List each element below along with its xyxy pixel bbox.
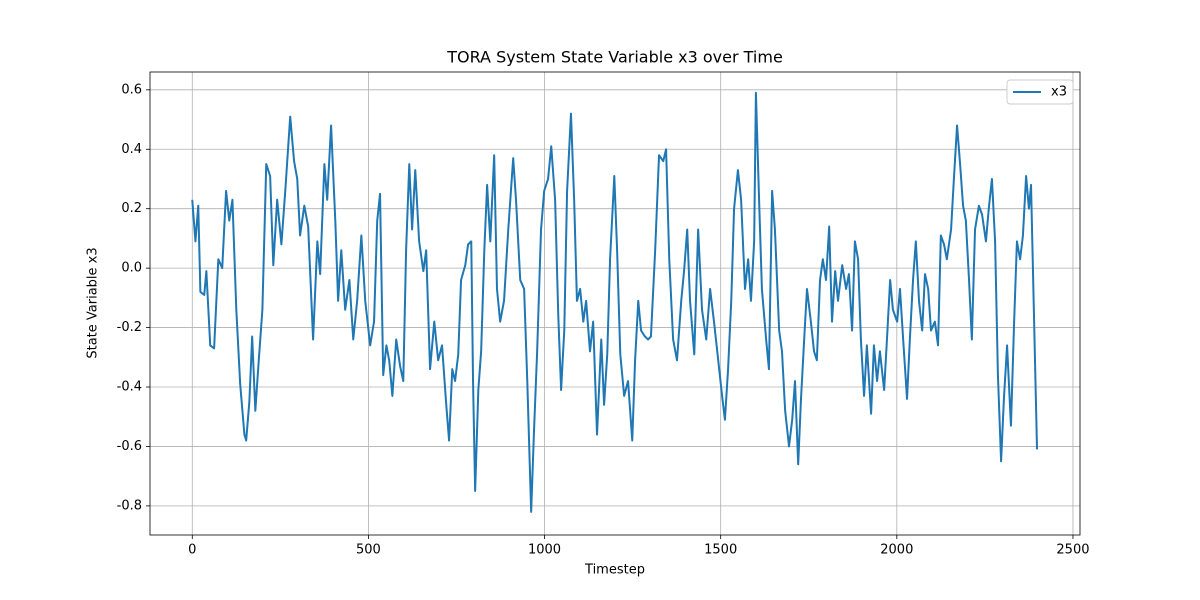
legend-label: x3 xyxy=(1051,85,1067,100)
y-tick-label: -0.6 xyxy=(117,439,142,454)
plot-frame xyxy=(149,71,1081,536)
x-tick-label: 2500 xyxy=(1056,543,1089,558)
y-axis-label: State Variable x3 xyxy=(86,247,101,358)
x-tick-label: 500 xyxy=(356,543,381,558)
y-tick-label: 0.6 xyxy=(121,82,142,97)
y-tick-label: 0.0 xyxy=(121,261,142,276)
y-tick-label: 0.2 xyxy=(121,201,142,216)
y-tick-label: 0.4 xyxy=(121,142,142,157)
x-tick-label: 1000 xyxy=(528,543,561,558)
chart-title: TORA System State Variable x3 over Time xyxy=(446,48,783,67)
x-tick-label: 2000 xyxy=(880,543,913,558)
y-tick-label: -0.2 xyxy=(117,320,142,335)
y-tick-label: -0.8 xyxy=(117,498,142,513)
data-line xyxy=(191,91,1039,513)
x-axis-label: Timestep xyxy=(584,563,645,578)
x-tick-label: 0 xyxy=(188,543,196,558)
y-tick-label: -0.4 xyxy=(117,380,142,395)
x-tick-label: 1500 xyxy=(704,543,737,558)
